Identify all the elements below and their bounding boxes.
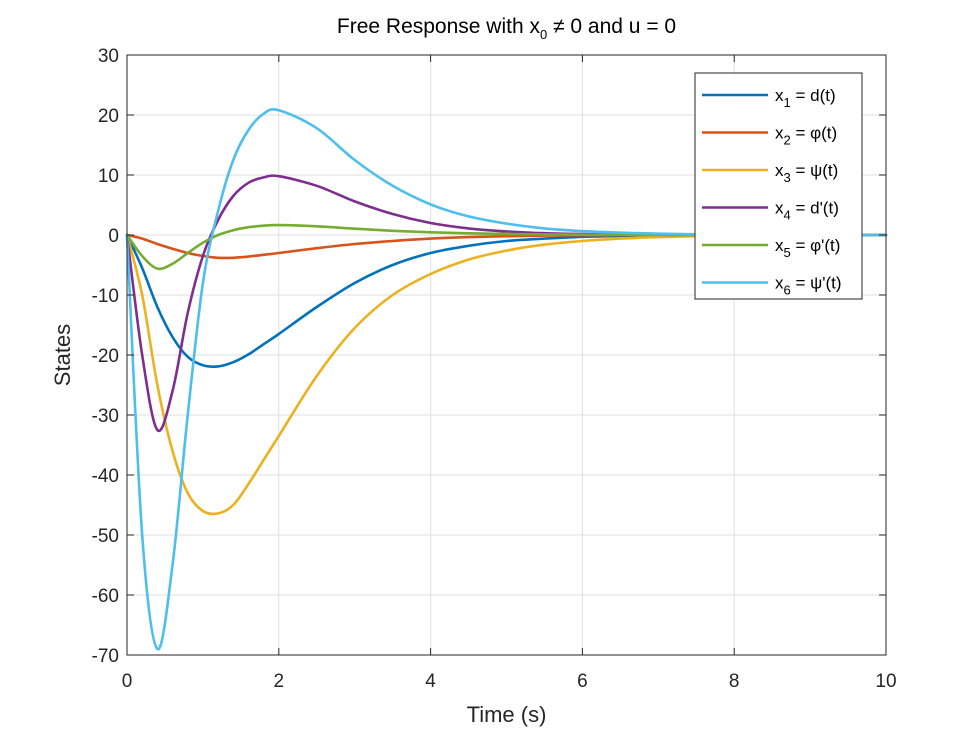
chart-title: Free Response with x0 ≠ 0 and u = 0 <box>337 15 676 42</box>
legend-label-rest: = d(t) <box>791 86 836 105</box>
y-tick-label: 20 <box>98 106 119 127</box>
chart-title-suffix: ≠ 0 and u = 0 <box>547 15 676 38</box>
axis-ticks: 0 2 4 6 8 10 -70 -60 -50 -40 -30 -20 -10 0 10 20 30 <box>92 46 897 692</box>
legend-label-rest: = φ(t) <box>791 124 837 143</box>
legend-label-x3: x3 = ψ(t) <box>775 161 838 185</box>
legend-label-main: x <box>775 199 784 218</box>
x-tick-label: 4 <box>425 671 436 692</box>
y-tick-label: -10 <box>92 286 119 307</box>
legend-label-rest: = d'(t) <box>791 199 839 218</box>
legend-label-subscript: 1 <box>784 95 791 110</box>
legend-label-main: x <box>775 236 784 255</box>
x-tick-label: 0 <box>122 671 133 692</box>
legend-label-rest: = ψ'(t) <box>791 274 842 293</box>
x-tick-label: 10 <box>875 671 896 692</box>
y-tick-label: -20 <box>92 346 119 367</box>
legend-label-rest: = φ'(t) <box>791 236 841 255</box>
chart-title-subscript: 0 <box>540 27 547 42</box>
legend-label-subscript: 6 <box>784 283 791 298</box>
legend-label-subscript: 5 <box>784 245 791 260</box>
legend-label-x2: x2 = φ(t) <box>775 124 837 148</box>
y-tick-label: 0 <box>108 226 119 247</box>
legend-label-x5: x5 = φ'(t) <box>775 236 840 260</box>
x-tick-label: 8 <box>729 671 740 692</box>
y-tick-label: -40 <box>92 466 119 487</box>
x-tick-label: 2 <box>274 671 285 692</box>
legend-label-rest: = ψ(t) <box>791 161 839 180</box>
x-axis-label: Time (s) <box>467 702 547 727</box>
chart-title-prefix: Free Response with x <box>337 15 541 38</box>
legend-box <box>694 72 863 300</box>
x-tick-label: 6 <box>577 671 588 692</box>
legend: x1 = d(t)x2 = φ(t)x3 = ψ(t)x4 = d'(t)x5 … <box>694 72 863 300</box>
y-tick-label: 10 <box>98 166 119 187</box>
legend-label-x6: x6 = ψ'(t) <box>775 274 842 298</box>
legend-label-subscript: 3 <box>784 170 791 185</box>
legend-label-main: x <box>775 86 784 105</box>
y-tick-label: 30 <box>98 46 119 67</box>
legend-label-main: x <box>775 124 784 143</box>
legend-label-main: x <box>775 161 784 180</box>
y-axis-label: States <box>50 324 75 386</box>
y-tick-label: -60 <box>92 586 119 607</box>
y-tick-label: -50 <box>92 526 119 547</box>
legend-label-x1: x1 = d(t) <box>775 86 836 110</box>
y-tick-label: -70 <box>92 646 119 667</box>
legend-label-main: x <box>775 274 784 293</box>
legend-label-x4: x4 = d'(t) <box>775 199 839 223</box>
legend-label-subscript: 2 <box>784 133 791 148</box>
y-tick-label: -30 <box>92 406 119 427</box>
legend-label-subscript: 4 <box>784 208 791 223</box>
